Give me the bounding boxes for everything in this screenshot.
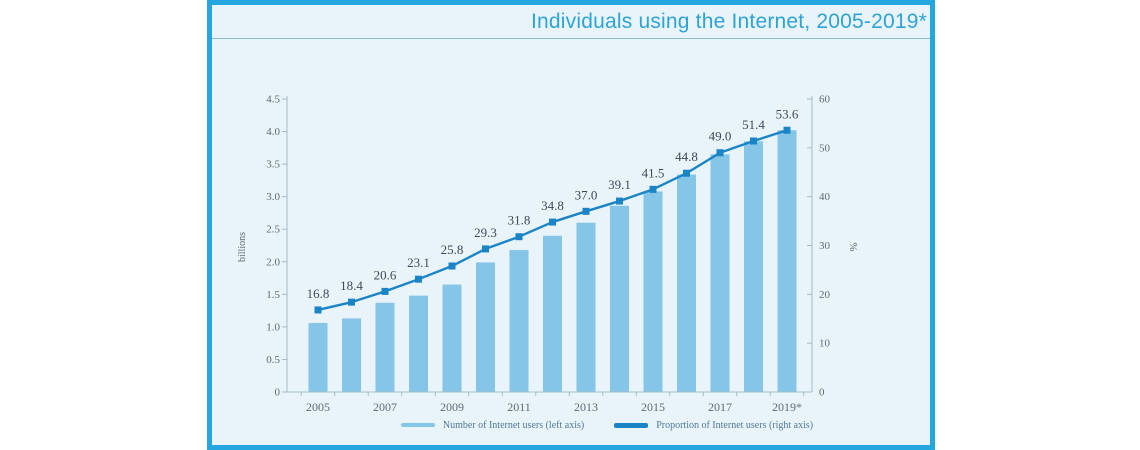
data-label-2008: 23.1 [407,255,430,270]
bar-2017 [710,154,730,392]
legend-label-line-series: Proportion of Internet users (right axis… [656,419,814,431]
marker-2013 [582,207,590,215]
chart-legend: Number of Internet users (left axis) Pro… [212,418,930,432]
left-axis-title: billions [237,232,248,262]
chart-card: Individuals using the Internet, 2005-201… [207,0,935,450]
right-tick-label: 30 [819,240,831,252]
bar-2006 [342,318,361,392]
right-tick-label: 20 [819,289,831,301]
data-label-2006: 18.4 [340,278,363,293]
x-tick-label-2017: 2017 [708,400,732,414]
legend-swatch-bar-series [400,423,435,427]
marker-2009 [448,262,456,270]
data-label-2011: 31.8 [508,213,531,228]
data-label-2010: 29.3 [474,225,497,240]
right-axis-title: % [847,242,859,251]
bar-2011 [509,250,529,392]
left-tick-label: 0 [275,387,281,399]
right-tick-label: 10 [819,338,831,350]
x-tick-label-2019*: 2019* [772,400,802,414]
data-label-2005: 16.8 [307,286,330,301]
data-label-2012: 34.8 [541,198,564,213]
bar-2019* [777,130,797,392]
bar-2016 [677,174,696,392]
data-label-2017: 49.0 [709,129,732,144]
left-tick-label: 1.0 [266,321,280,333]
bar-2009 [442,284,462,392]
data-label-2018: 51.4 [742,117,765,132]
left-tick-label: 2.0 [266,256,280,268]
bar-2014 [610,205,629,392]
marker-2006 [348,298,355,306]
right-tick-label: 0 [819,387,825,399]
x-tick-label-2013: 2013 [574,400,598,414]
x-tick-label-2007: 2007 [373,400,397,414]
x-tick-label-2009: 2009 [440,400,464,414]
left-tick-label: 4.0 [266,126,280,138]
data-label-2013: 37.0 [575,187,598,202]
marker-2007 [381,287,389,295]
data-label-2007: 20.6 [374,267,397,282]
data-label-2009: 25.8 [441,242,464,257]
x-tick-label-2011: 2011 [507,400,531,414]
legend-label-bar-series: Number of Internet users (left axis) [442,419,585,431]
left-tick-label: 1.5 [266,289,280,301]
left-tick-label: 4.5 [266,94,280,106]
marker-2010 [482,245,489,253]
marker-2005 [314,306,322,314]
data-label-2016: 44.8 [675,149,698,164]
marker-2017 [716,149,724,157]
bar-2007 [375,302,395,392]
marker-2012 [549,218,556,226]
bar-2005 [308,322,328,392]
right-tick-label: 60 [819,94,831,106]
marker-2016 [683,169,690,177]
bar-2015 [643,191,663,392]
marker-2014 [616,197,623,205]
legend-item-internet-users: Number of Internet users (left axis) [400,419,585,431]
chart-title: Individuals using the Internet, 2005-201… [530,9,927,33]
marker-2019* [783,126,791,134]
bar-2008 [409,295,428,392]
left-tick-label: 2.5 [266,224,280,236]
data-label-2014: 39.1 [608,177,631,192]
chart-canvas: 0 0.5 1.0 1.5 2.0 2.5 3.0 3.5 4.0 4.5 0 10 20 30 40 50 6… [237,94,859,415]
left-tick-label: 3.5 [266,159,280,171]
right-tick-label: 50 [819,142,831,154]
x-tick-label-2015: 2015 [641,400,665,414]
x-tick-label-2005: 2005 [306,400,330,414]
bar-2013 [576,222,596,392]
legend-swatch-line-series [614,422,649,428]
left-tick-label: 0.5 [266,354,280,366]
marker-2011 [515,233,523,241]
bar-2018 [744,141,763,392]
bar-2010 [476,262,495,392]
left-tick-label: 3.0 [266,191,280,203]
legend-item-proportion: Proportion of Internet users (right axis… [614,420,813,431]
marker-2008 [415,275,422,283]
marker-2018 [750,137,757,145]
right-tick-label: 40 [819,191,831,203]
marker-2015 [649,185,657,193]
bar-2012 [543,235,562,392]
chart-title-bar: Individuals using the Internet, 2005-201… [212,5,930,39]
data-label-2019*: 53.6 [776,106,799,121]
data-label-2015: 41.5 [642,165,665,180]
